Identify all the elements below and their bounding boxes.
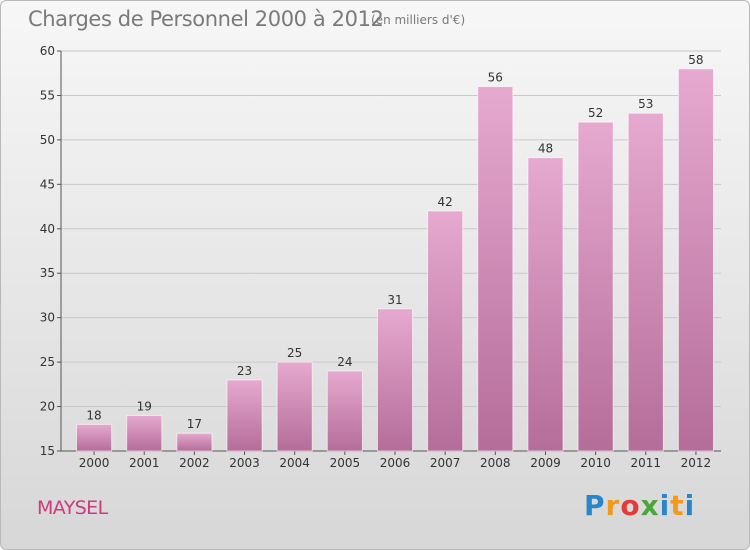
y-tick-label: 15 bbox=[40, 444, 55, 458]
value-label-2003: 23 bbox=[237, 364, 252, 378]
logo-letter: P bbox=[584, 489, 606, 522]
value-label-2005: 24 bbox=[337, 355, 352, 369]
x-tick-label: 2011 bbox=[630, 456, 661, 470]
value-label-2004: 25 bbox=[287, 346, 302, 360]
value-label-2010: 52 bbox=[588, 106, 603, 120]
bar-2003 bbox=[226, 379, 263, 452]
x-tick-label: 2006 bbox=[380, 456, 411, 470]
value-label-2012: 58 bbox=[688, 53, 703, 67]
chart-title: Charges de Personnel 2000 à 2012 bbox=[28, 7, 384, 31]
logo-letter: i bbox=[684, 489, 696, 522]
logo-letter: x bbox=[640, 489, 660, 522]
bar-2002 bbox=[176, 432, 213, 452]
logo-letter: o bbox=[620, 489, 641, 522]
y-tick-label: 35 bbox=[40, 266, 55, 280]
x-tick-label: 2004 bbox=[279, 456, 310, 470]
x-tick-label: 2003 bbox=[229, 456, 260, 470]
x-tick-label: 2002 bbox=[179, 456, 210, 470]
bar-2001 bbox=[126, 414, 163, 452]
y-tick-label: 60 bbox=[40, 44, 55, 58]
y-tick-label: 45 bbox=[40, 177, 55, 191]
bar-2000 bbox=[76, 423, 113, 452]
value-label-2008: 56 bbox=[488, 71, 503, 85]
x-tick-label: 2007 bbox=[430, 456, 461, 470]
value-label-2007: 42 bbox=[438, 195, 453, 209]
x-tick-label: 2000 bbox=[79, 456, 110, 470]
x-tick-label: 2005 bbox=[330, 456, 361, 470]
logo-letter: r bbox=[605, 489, 621, 522]
proxiti-logo: Proxiti bbox=[584, 489, 695, 522]
bars bbox=[76, 68, 714, 452]
y-tick-label: 55 bbox=[40, 88, 55, 102]
x-tick-label: 2009 bbox=[530, 456, 561, 470]
commune-name: MAYSEL bbox=[37, 497, 108, 519]
bar-2005 bbox=[326, 370, 363, 452]
y-tick-label: 20 bbox=[40, 400, 55, 414]
bar-2011 bbox=[627, 112, 664, 452]
y-tick-label: 30 bbox=[40, 311, 55, 325]
bar-2012 bbox=[677, 68, 714, 452]
labels: 15 20 25 30 35 40 45 50 55 60 2000 18 2001 19 2002 17 20… bbox=[40, 44, 711, 470]
bar-2006 bbox=[376, 308, 414, 452]
x-tick-label: 2010 bbox=[580, 456, 611, 470]
value-label-2001: 19 bbox=[137, 399, 152, 413]
y-tick-label: 25 bbox=[40, 355, 55, 369]
value-label-2006: 31 bbox=[387, 293, 402, 307]
x-tick-label: 2012 bbox=[681, 456, 712, 470]
logo-letter: i bbox=[659, 489, 671, 522]
value-label-2000: 18 bbox=[86, 408, 101, 422]
y-tick-label: 40 bbox=[40, 222, 55, 236]
bar-2007 bbox=[427, 210, 464, 452]
value-label-2011: 53 bbox=[638, 97, 653, 111]
bar-2009 bbox=[527, 157, 564, 452]
value-label-2002: 17 bbox=[187, 417, 202, 431]
value-label-2009: 48 bbox=[538, 142, 553, 156]
bar-2008 bbox=[477, 86, 514, 452]
bar-2004 bbox=[276, 361, 313, 452]
chart-unit: (en milliers d'€) bbox=[371, 13, 466, 27]
logo-letter: t bbox=[670, 489, 685, 522]
x-tick-label: 2008 bbox=[480, 456, 511, 470]
bar-2010 bbox=[577, 121, 614, 452]
y-tick-label: 50 bbox=[40, 133, 55, 147]
x-tick-label: 2001 bbox=[129, 456, 160, 470]
